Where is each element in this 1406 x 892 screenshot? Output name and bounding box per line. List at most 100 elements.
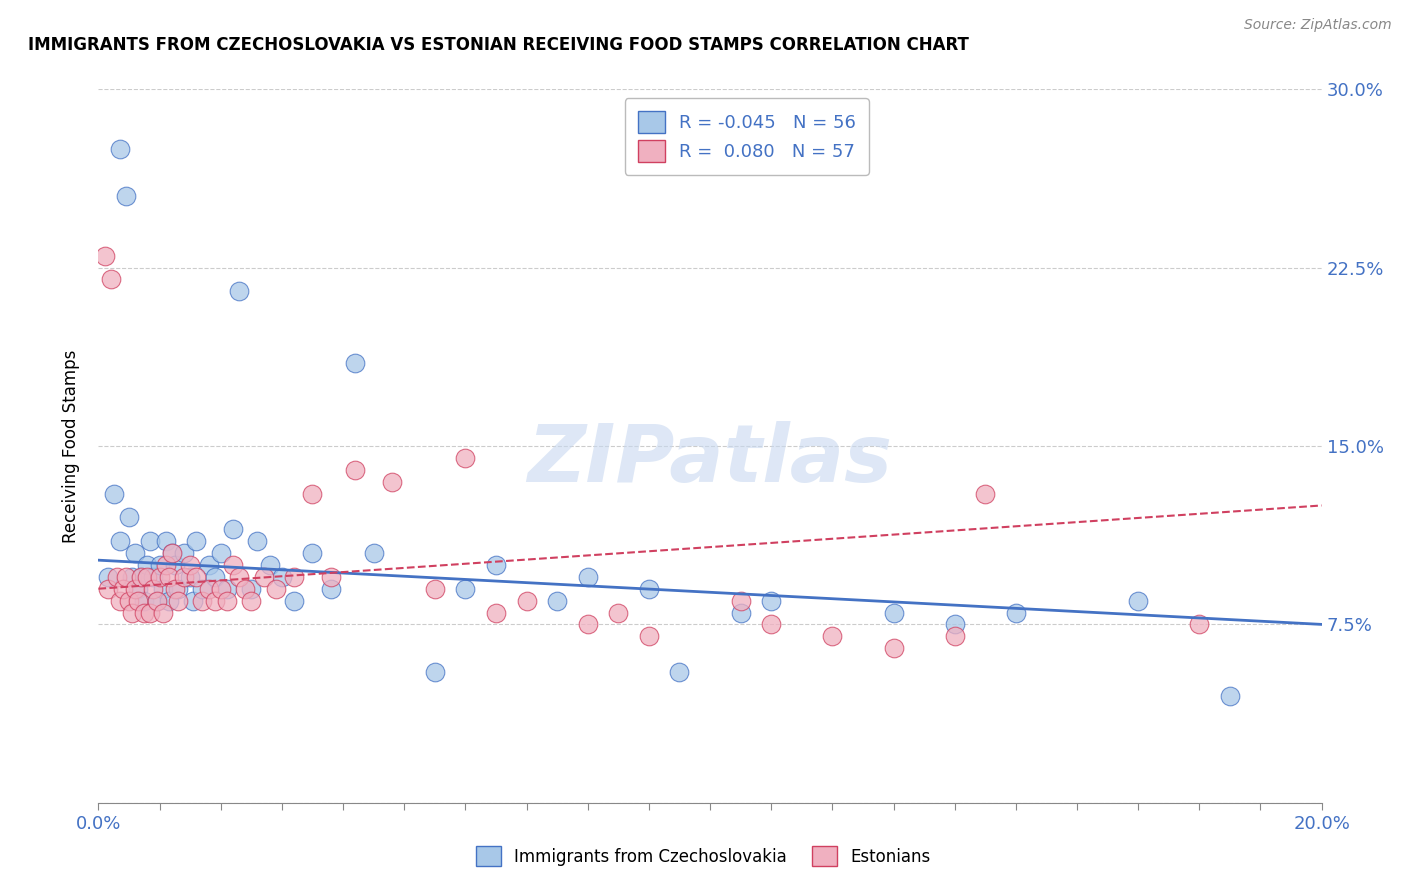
Point bbox=[139, 534, 162, 549]
Point bbox=[121, 570, 143, 584]
Point bbox=[160, 546, 183, 560]
Point bbox=[883, 606, 905, 620]
Point bbox=[181, 593, 204, 607]
Point bbox=[197, 582, 219, 596]
Point bbox=[319, 582, 342, 596]
Point bbox=[301, 546, 323, 560]
Point bbox=[118, 593, 141, 607]
Legend: R = -0.045   N = 56, R =  0.080   N = 57: R = -0.045 N = 56, R = 0.080 N = 57 bbox=[624, 98, 869, 175]
Point bbox=[761, 617, 783, 632]
Point bbox=[215, 593, 238, 607]
Point bbox=[730, 606, 752, 620]
Point bbox=[209, 582, 232, 596]
Point bbox=[761, 593, 783, 607]
Point bbox=[204, 593, 226, 607]
Point bbox=[124, 582, 146, 596]
Point bbox=[167, 582, 190, 596]
Point bbox=[576, 617, 599, 632]
Point bbox=[134, 593, 156, 607]
Point bbox=[259, 558, 281, 572]
Point bbox=[173, 570, 195, 584]
Point bbox=[344, 356, 367, 370]
Point bbox=[139, 606, 162, 620]
Point bbox=[129, 570, 152, 584]
Point bbox=[103, 486, 125, 500]
Point bbox=[186, 534, 208, 549]
Point bbox=[191, 582, 214, 596]
Point bbox=[1188, 617, 1211, 632]
Point bbox=[105, 570, 128, 584]
Point bbox=[179, 558, 201, 572]
Point bbox=[423, 582, 446, 596]
Point bbox=[270, 570, 294, 584]
Point bbox=[145, 593, 167, 607]
Point bbox=[142, 582, 165, 596]
Point bbox=[607, 606, 630, 620]
Point bbox=[283, 570, 305, 584]
Point bbox=[240, 582, 263, 596]
Point bbox=[115, 189, 138, 203]
Point bbox=[173, 546, 195, 560]
Point bbox=[209, 546, 232, 560]
Point bbox=[252, 570, 274, 584]
Point bbox=[233, 582, 256, 596]
Point bbox=[638, 582, 661, 596]
Point bbox=[97, 582, 120, 596]
Point bbox=[1219, 689, 1241, 703]
Point bbox=[1128, 593, 1150, 607]
Text: Source: ZipAtlas.com: Source: ZipAtlas.com bbox=[1244, 18, 1392, 32]
Point bbox=[204, 570, 226, 584]
Point bbox=[100, 272, 122, 286]
Point bbox=[668, 665, 690, 679]
Point bbox=[134, 606, 156, 620]
Point bbox=[1004, 606, 1026, 620]
Point bbox=[163, 558, 186, 572]
Point bbox=[454, 450, 477, 465]
Point bbox=[454, 582, 477, 596]
Point bbox=[127, 582, 149, 596]
Y-axis label: Receiving Food Stamps: Receiving Food Stamps bbox=[62, 350, 80, 542]
Point bbox=[157, 593, 180, 607]
Point bbox=[943, 629, 966, 643]
Point bbox=[163, 582, 186, 596]
Point bbox=[319, 570, 342, 584]
Point bbox=[108, 142, 131, 156]
Point bbox=[97, 570, 120, 584]
Point bbox=[240, 593, 263, 607]
Point bbox=[129, 570, 152, 584]
Point bbox=[344, 463, 367, 477]
Point bbox=[883, 641, 905, 656]
Point bbox=[115, 570, 138, 584]
Point bbox=[301, 486, 323, 500]
Point bbox=[197, 558, 219, 572]
Point bbox=[576, 570, 599, 584]
Point bbox=[516, 593, 538, 607]
Point bbox=[155, 534, 177, 549]
Text: IMMIGRANTS FROM CZECHOSLOVAKIA VS ESTONIAN RECEIVING FOOD STAMPS CORRELATION CHA: IMMIGRANTS FROM CZECHOSLOVAKIA VS ESTONI… bbox=[28, 36, 969, 54]
Point bbox=[974, 486, 997, 500]
Point bbox=[152, 606, 174, 620]
Point bbox=[423, 665, 446, 679]
Point bbox=[118, 510, 141, 524]
Point bbox=[283, 593, 305, 607]
Point bbox=[93, 249, 115, 263]
Point bbox=[136, 558, 159, 572]
Point bbox=[149, 570, 172, 584]
Point bbox=[215, 582, 238, 596]
Point bbox=[121, 606, 143, 620]
Point bbox=[124, 546, 146, 560]
Point bbox=[127, 593, 149, 607]
Legend: Immigrants from Czechoslovakia, Estonians: Immigrants from Czechoslovakia, Estonian… bbox=[467, 838, 939, 875]
Point bbox=[228, 285, 250, 299]
Point bbox=[179, 570, 201, 584]
Point bbox=[186, 570, 208, 584]
Point bbox=[222, 558, 245, 572]
Point bbox=[108, 593, 131, 607]
Point bbox=[264, 582, 287, 596]
Point bbox=[167, 593, 190, 607]
Point bbox=[363, 546, 385, 560]
Point bbox=[638, 629, 661, 643]
Point bbox=[191, 593, 214, 607]
Point bbox=[821, 629, 844, 643]
Point bbox=[142, 570, 165, 584]
